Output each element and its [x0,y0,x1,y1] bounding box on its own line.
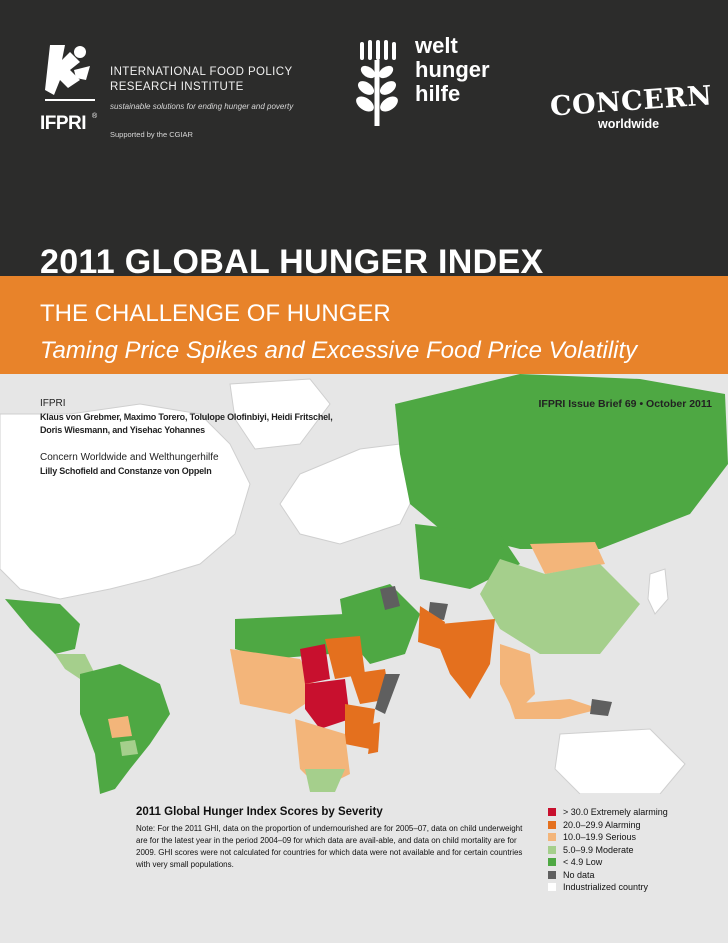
europe-region [279,443,421,545]
legend-item: 5.0–9.9 Moderate [548,844,668,857]
author-org-concern: Concern Worldwide and Welthungerhilfe [40,452,219,463]
author-names-line2: Doris Wiesmann, and Yisehac Yohannes [40,425,205,435]
west-africa-region [230,649,320,714]
subtitle-band [0,276,728,374]
ifpri-name-line2: RESEARCH INSTITUTE [110,81,244,93]
legend-swatch [548,870,556,879]
drc-region [305,679,350,729]
whh-line3: hilfe [415,81,461,106]
ifpri-tagline: sustainable solutions for ending hunger … [110,102,294,111]
ifpri-full-name: INTERNATIONAL FOOD POLICY RESEARCH INSTI… [110,65,293,95]
ifpri-support-note: Supported by the CGIAR [110,130,193,139]
legend-note: Note: For the 2011 GHI, data on the prop… [136,824,523,869]
north-america-region [0,403,251,600]
author-org-ifpri: IFPRI [40,398,66,409]
concern-worldwide-label: worldwide [598,117,660,131]
iraq-gray-region [380,586,400,610]
cover-header: IFPRI ® INTERNATIONAL FOOD POLICY RESEAR… [0,0,728,281]
report-subtitle-italic: Taming Price Spikes and Excessive Food P… [40,337,638,364]
legend-item: No data [548,869,668,882]
legend-swatch [548,883,556,892]
legend-swatch [548,808,556,817]
legend-item: 10.0–19.9 Serious [548,831,668,844]
welthungerhilfe-wordmark: welt hunger hilfe [415,34,490,106]
report-title: 2011 GLOBAL HUNGER INDEX [40,243,544,281]
legend-item: Industrialized country [548,881,668,894]
author-names-line1: Klaus von Grebmer, Maximo Torero, Tolulo… [40,412,333,422]
legend-key: > 30.0 Extremely alarming 20.0–29.9 Alarm… [548,806,668,894]
legend-label: > 30.0 Extremely alarming [563,807,668,818]
legend-label: No data [563,869,595,880]
author-names-concern: Lilly Schofield and Constanze von Oppeln [40,466,212,476]
legend-label: 5.0–9.9 Moderate [563,844,634,855]
legend-swatch [548,833,556,842]
papua-gray-region [590,699,612,716]
legend-item: 20.0–29.9 Alarming [548,819,668,832]
south-africa-region [305,769,345,792]
legend-title: 2011 Global Hunger Index Scores by Sever… [136,806,383,818]
legend-label: 10.0–19.9 Serious [563,832,637,843]
welthungerhilfe-wheat-icon [356,40,398,126]
registered-mark: ® [92,113,98,120]
ifpri-name-line1: INTERNATIONAL FOOD POLICY [110,66,293,78]
issue-label: IFPRI Issue Brief 69 • October 2011 [538,398,712,410]
report-subtitle: THE CHALLENGE OF HUNGER [40,300,391,327]
legend-swatch [548,845,556,854]
japan-region [647,568,669,615]
mongolia-region [530,542,605,574]
legend-item: < 4.9 Low [548,856,668,869]
india-region [438,619,495,699]
indonesia-region [510,699,600,719]
world-hunger-map [0,374,728,794]
legend-item: > 30.0 Extremely alarming [548,806,668,819]
east-africa-region [345,704,375,749]
sudan-region [325,636,365,679]
russia-region [395,374,728,549]
china-region [480,559,640,654]
whh-line1: welt [415,33,458,58]
bolivia-region [108,716,132,738]
pakistan-region [418,606,445,649]
legend-label: < 4.9 Low [563,857,603,868]
paraguay-region [120,740,138,756]
chad-region [300,644,330,684]
ifpri-logo-icon [45,45,95,101]
somalia-gray-region [375,674,400,714]
legend-swatch [548,858,556,867]
whh-line2: hunger [415,57,490,82]
author-names-ifpri: Klaus von Grebmer, Maximo Torero, Tolulo… [40,411,333,437]
greenland-region [229,378,331,450]
legend-label: Industrialized country [563,882,649,893]
legend-label: 20.0–29.9 Alarming [563,819,641,830]
australia-region [554,728,686,794]
madagascar-region [368,722,380,754]
mexico-region [5,599,80,654]
indochina-region [500,644,535,714]
ifpri-wordmark: IFPRI [40,113,87,134]
legend-swatch [548,820,556,829]
